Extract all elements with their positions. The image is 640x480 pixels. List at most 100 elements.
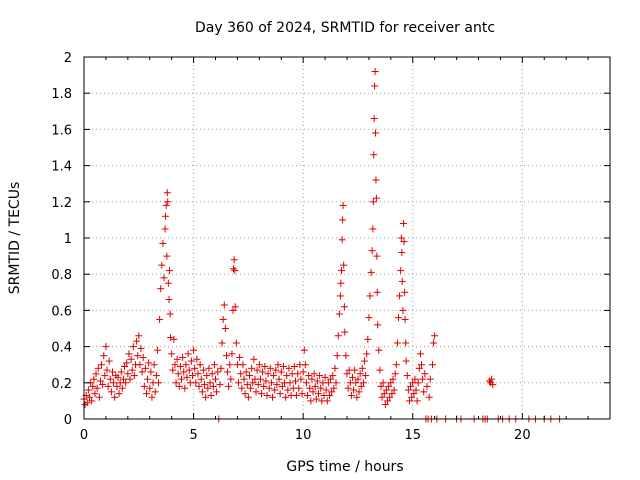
data-point <box>372 194 380 202</box>
x-tick-label: 10 <box>295 428 312 443</box>
data-point <box>185 366 193 374</box>
data-point <box>197 375 205 383</box>
data-point <box>91 390 99 398</box>
data-point <box>291 377 299 385</box>
x-tick-label: 15 <box>404 428 421 443</box>
data-point <box>389 375 397 383</box>
data-point <box>129 343 137 351</box>
data-point <box>414 379 422 387</box>
data-point <box>118 384 126 392</box>
data-point <box>286 379 294 387</box>
data-point <box>256 375 264 383</box>
data-point <box>300 346 308 354</box>
data-point <box>315 390 323 398</box>
data-point <box>327 375 335 383</box>
data-point <box>216 381 224 389</box>
data-point <box>164 198 172 206</box>
data-point <box>488 375 496 383</box>
data-point <box>398 277 406 285</box>
data-point <box>388 390 396 398</box>
data-point <box>140 382 148 390</box>
data-point <box>293 391 301 399</box>
data-point <box>377 382 385 390</box>
data-point <box>253 366 261 374</box>
data-point <box>323 397 331 405</box>
data-point <box>272 366 280 374</box>
data-point <box>333 352 341 360</box>
data-point <box>370 151 378 159</box>
data-point <box>165 267 173 275</box>
data-point <box>410 390 418 398</box>
data-point <box>239 361 247 369</box>
data-point <box>150 361 158 369</box>
data-point <box>321 373 329 381</box>
data-point <box>130 372 138 380</box>
data-point <box>241 390 249 398</box>
data-point <box>362 372 370 380</box>
x-tick-label: 20 <box>514 428 531 443</box>
data-point <box>156 315 164 323</box>
data-point <box>390 386 398 394</box>
data-point <box>113 382 121 390</box>
data-point <box>372 176 380 184</box>
data-point <box>226 361 234 369</box>
data-point <box>337 279 345 287</box>
data-point <box>141 364 149 372</box>
data-point <box>364 335 372 343</box>
data-point <box>365 314 373 322</box>
data-point <box>330 384 338 392</box>
y-tick-label: 1.2 <box>51 196 72 211</box>
data-point <box>304 391 312 399</box>
data-point <box>205 364 213 372</box>
data-point <box>162 212 170 220</box>
data-point <box>103 366 111 374</box>
data-point <box>90 375 98 383</box>
data-point <box>273 381 281 389</box>
data-point <box>163 252 171 260</box>
y-tick-label: 1.6 <box>51 123 72 138</box>
data-point <box>258 390 266 398</box>
data-point <box>155 379 163 387</box>
data-point <box>123 359 131 367</box>
data-point <box>102 343 110 351</box>
data-point <box>373 252 381 260</box>
data-point <box>396 292 404 300</box>
data-point <box>259 368 267 376</box>
data-point <box>391 370 399 378</box>
data-point <box>421 370 429 378</box>
data-point <box>411 375 419 383</box>
data-point <box>344 384 352 392</box>
data-point <box>227 375 235 383</box>
data-point <box>182 361 190 369</box>
data-point <box>420 388 428 396</box>
data-point <box>99 381 107 389</box>
data-point <box>248 364 256 372</box>
data-point <box>168 350 176 358</box>
data-point <box>152 372 160 380</box>
data-point <box>393 339 401 347</box>
data-point <box>195 382 203 390</box>
data-point <box>134 352 142 360</box>
data-point <box>163 189 171 197</box>
axis-ticks: 0 5 10 15 20 0 0.2 0.4 0.6 0.8 1 1.2 1.4 1.6 1.8 2 <box>51 51 610 443</box>
y-tick-label: 0 <box>64 413 72 428</box>
data-point <box>110 379 118 387</box>
data-point <box>183 373 191 381</box>
data-point <box>398 248 406 256</box>
data-point <box>359 379 367 387</box>
data-point <box>375 346 383 354</box>
data-point <box>325 391 333 399</box>
data-point <box>203 372 211 380</box>
data-point <box>254 381 262 389</box>
data-point <box>373 288 381 296</box>
data-point <box>196 361 204 369</box>
data-point <box>317 384 325 392</box>
data-point <box>371 82 379 90</box>
data-point <box>171 361 179 369</box>
data-point <box>115 390 123 398</box>
data-point <box>270 372 278 380</box>
data-point <box>285 364 293 372</box>
data-point <box>231 267 239 275</box>
data-point <box>207 391 215 399</box>
